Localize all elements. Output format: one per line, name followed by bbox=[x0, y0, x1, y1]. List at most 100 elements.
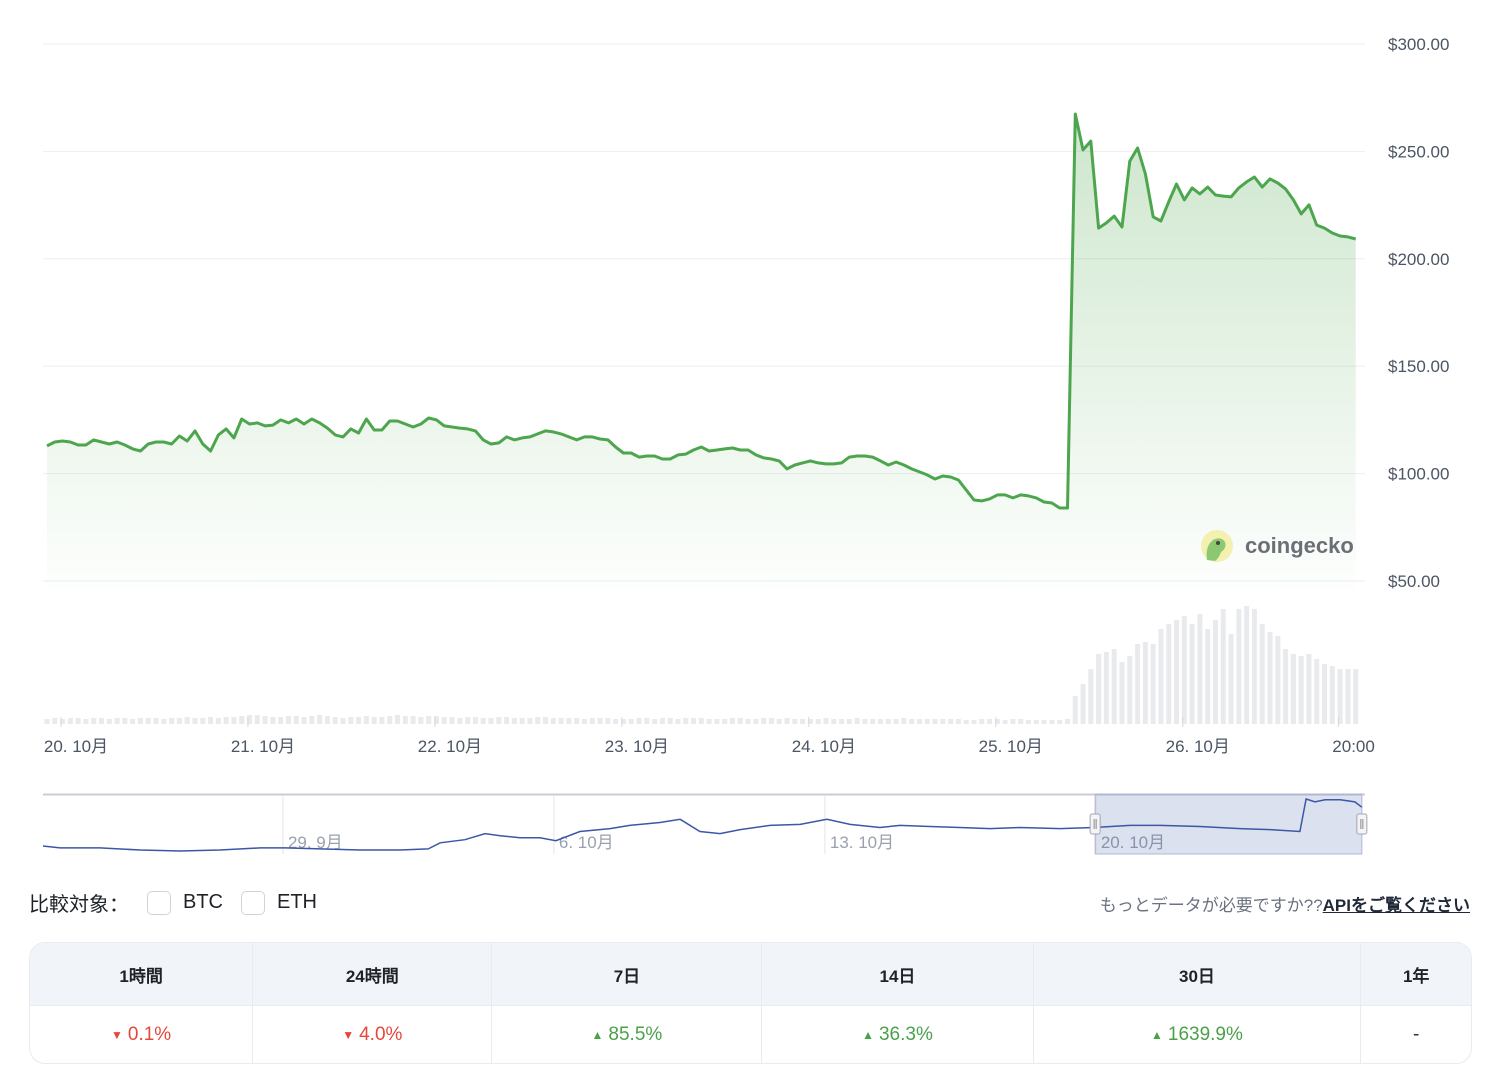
volume-bar bbox=[1064, 719, 1070, 724]
change-cell: - bbox=[1361, 1006, 1471, 1063]
volume-bar bbox=[1236, 609, 1242, 724]
y-tick-label: $100.00 bbox=[1388, 465, 1449, 484]
volume-bar bbox=[1026, 720, 1032, 724]
volume-bar bbox=[1189, 624, 1195, 724]
btc-checkbox[interactable] bbox=[147, 890, 171, 915]
volume-bar bbox=[994, 719, 1000, 724]
volume-bar bbox=[792, 719, 798, 724]
volume-bar bbox=[613, 719, 619, 724]
change-column: 7日 ▲ 85.5% bbox=[492, 943, 763, 1063]
volume-bar bbox=[371, 717, 377, 724]
period-header: 30日 bbox=[1033, 943, 1361, 1006]
caret-up-icon: ▲ bbox=[862, 1027, 874, 1042]
volume-bar bbox=[1275, 636, 1281, 724]
price-area bbox=[46, 114, 1356, 590]
volume-bar bbox=[145, 718, 151, 724]
volume-bar bbox=[262, 716, 268, 724]
navigator-tick-label: 29. 9月 bbox=[288, 833, 343, 852]
change-value: 4.0% bbox=[359, 1023, 403, 1045]
volume-bar bbox=[589, 718, 595, 724]
volume-bar bbox=[566, 718, 572, 724]
volume-bar bbox=[1212, 620, 1218, 724]
volume-bar bbox=[628, 719, 634, 724]
volume-bar bbox=[1096, 654, 1102, 724]
volume-bar bbox=[683, 718, 689, 724]
x-tick-label: 24. 10月 bbox=[792, 737, 856, 756]
volume-bar bbox=[839, 719, 845, 724]
volume-bar bbox=[535, 717, 541, 724]
caret-down-icon: ▼ bbox=[342, 1027, 355, 1042]
period-header: 1時間 bbox=[30, 943, 253, 1006]
navigator-handle[interactable] bbox=[1356, 813, 1368, 835]
volume-bar bbox=[784, 718, 790, 724]
navigator-selection[interactable] bbox=[1094, 793, 1363, 855]
volume-bar bbox=[987, 719, 993, 724]
x-tick-label: 26. 10月 bbox=[1166, 737, 1230, 756]
volume-bar bbox=[963, 720, 969, 724]
volume-bar bbox=[247, 715, 253, 724]
navigator-line bbox=[42, 798, 1363, 852]
volume-bar bbox=[1103, 652, 1109, 724]
volume-bar bbox=[293, 716, 299, 724]
x-tick-label: 21. 10月 bbox=[231, 737, 295, 756]
change-cell: ▲ 1639.9% bbox=[1034, 1006, 1361, 1063]
api-link[interactable]: APIをご覧ください bbox=[1322, 896, 1470, 915]
volume-bar bbox=[75, 718, 81, 724]
period-header: 24時間 bbox=[253, 943, 492, 1006]
volume-bar bbox=[99, 718, 105, 724]
volume-bar bbox=[1220, 609, 1226, 724]
volume-bar bbox=[1228, 634, 1234, 724]
btc-label[interactable]: BTC bbox=[183, 891, 223, 913]
volume-bar bbox=[909, 719, 915, 724]
volume-bar bbox=[60, 719, 66, 724]
volume-bar bbox=[1142, 642, 1148, 724]
volume-bar bbox=[231, 717, 237, 724]
volume-bar bbox=[1314, 659, 1320, 724]
volume-bar bbox=[574, 718, 580, 724]
navigator[interactable]: 29. 9月 6. 10月 13. 10月 20. 10月 bbox=[42, 793, 1368, 855]
volume-bar bbox=[379, 717, 385, 724]
volume-bar bbox=[122, 718, 128, 724]
navigator-handle[interactable] bbox=[1089, 813, 1101, 835]
change-value: 36.3% bbox=[878, 1023, 933, 1045]
volume-bar bbox=[761, 718, 767, 724]
change-value: 0.1% bbox=[127, 1023, 172, 1045]
volume-bar bbox=[176, 718, 182, 724]
change-cell: ▲ 85.5% bbox=[492, 1006, 761, 1063]
volume-bar bbox=[114, 718, 120, 724]
volume-bar bbox=[83, 719, 89, 724]
navigator-tick-label: 13. 10月 bbox=[830, 833, 894, 852]
volume-bar bbox=[854, 718, 860, 724]
volume-bar bbox=[1267, 632, 1273, 724]
eth-label[interactable]: ETH bbox=[277, 891, 317, 913]
volume-bar bbox=[753, 719, 759, 724]
volume-bar bbox=[550, 718, 556, 724]
volume-bar bbox=[1002, 720, 1008, 724]
volume-bar bbox=[426, 716, 432, 724]
volume-bar bbox=[971, 720, 977, 724]
volume-bar bbox=[1337, 669, 1343, 724]
period-header: 7日 bbox=[492, 943, 762, 1006]
volume-bar bbox=[1353, 669, 1359, 724]
volume-bar bbox=[285, 716, 291, 724]
change-cell: ▼ 4.0% bbox=[253, 1006, 491, 1063]
volume-bar bbox=[1080, 684, 1086, 724]
volume-bar bbox=[363, 716, 369, 724]
volume-bar bbox=[309, 716, 315, 724]
volume-bar bbox=[745, 719, 751, 724]
price-chart[interactable]: coingecko $300.00 $250.00 $200.00 $150.00 $1… bbox=[0, 0, 1504, 870]
volume-bar bbox=[161, 719, 167, 724]
volume-bar bbox=[324, 716, 330, 724]
eth-checkbox[interactable] bbox=[241, 890, 265, 915]
volume-bar bbox=[1244, 606, 1250, 724]
volume-bar bbox=[480, 718, 486, 724]
volume-bar bbox=[737, 718, 743, 724]
volume-bar bbox=[215, 718, 221, 724]
volume-bar bbox=[395, 715, 401, 724]
volume-bar bbox=[137, 718, 143, 724]
volume-bar bbox=[1119, 662, 1125, 724]
svg-text:coingecko: coingecko bbox=[1245, 533, 1354, 558]
volume-bar bbox=[1111, 649, 1117, 724]
volume-bar bbox=[169, 718, 175, 724]
volume-bar bbox=[878, 719, 884, 724]
